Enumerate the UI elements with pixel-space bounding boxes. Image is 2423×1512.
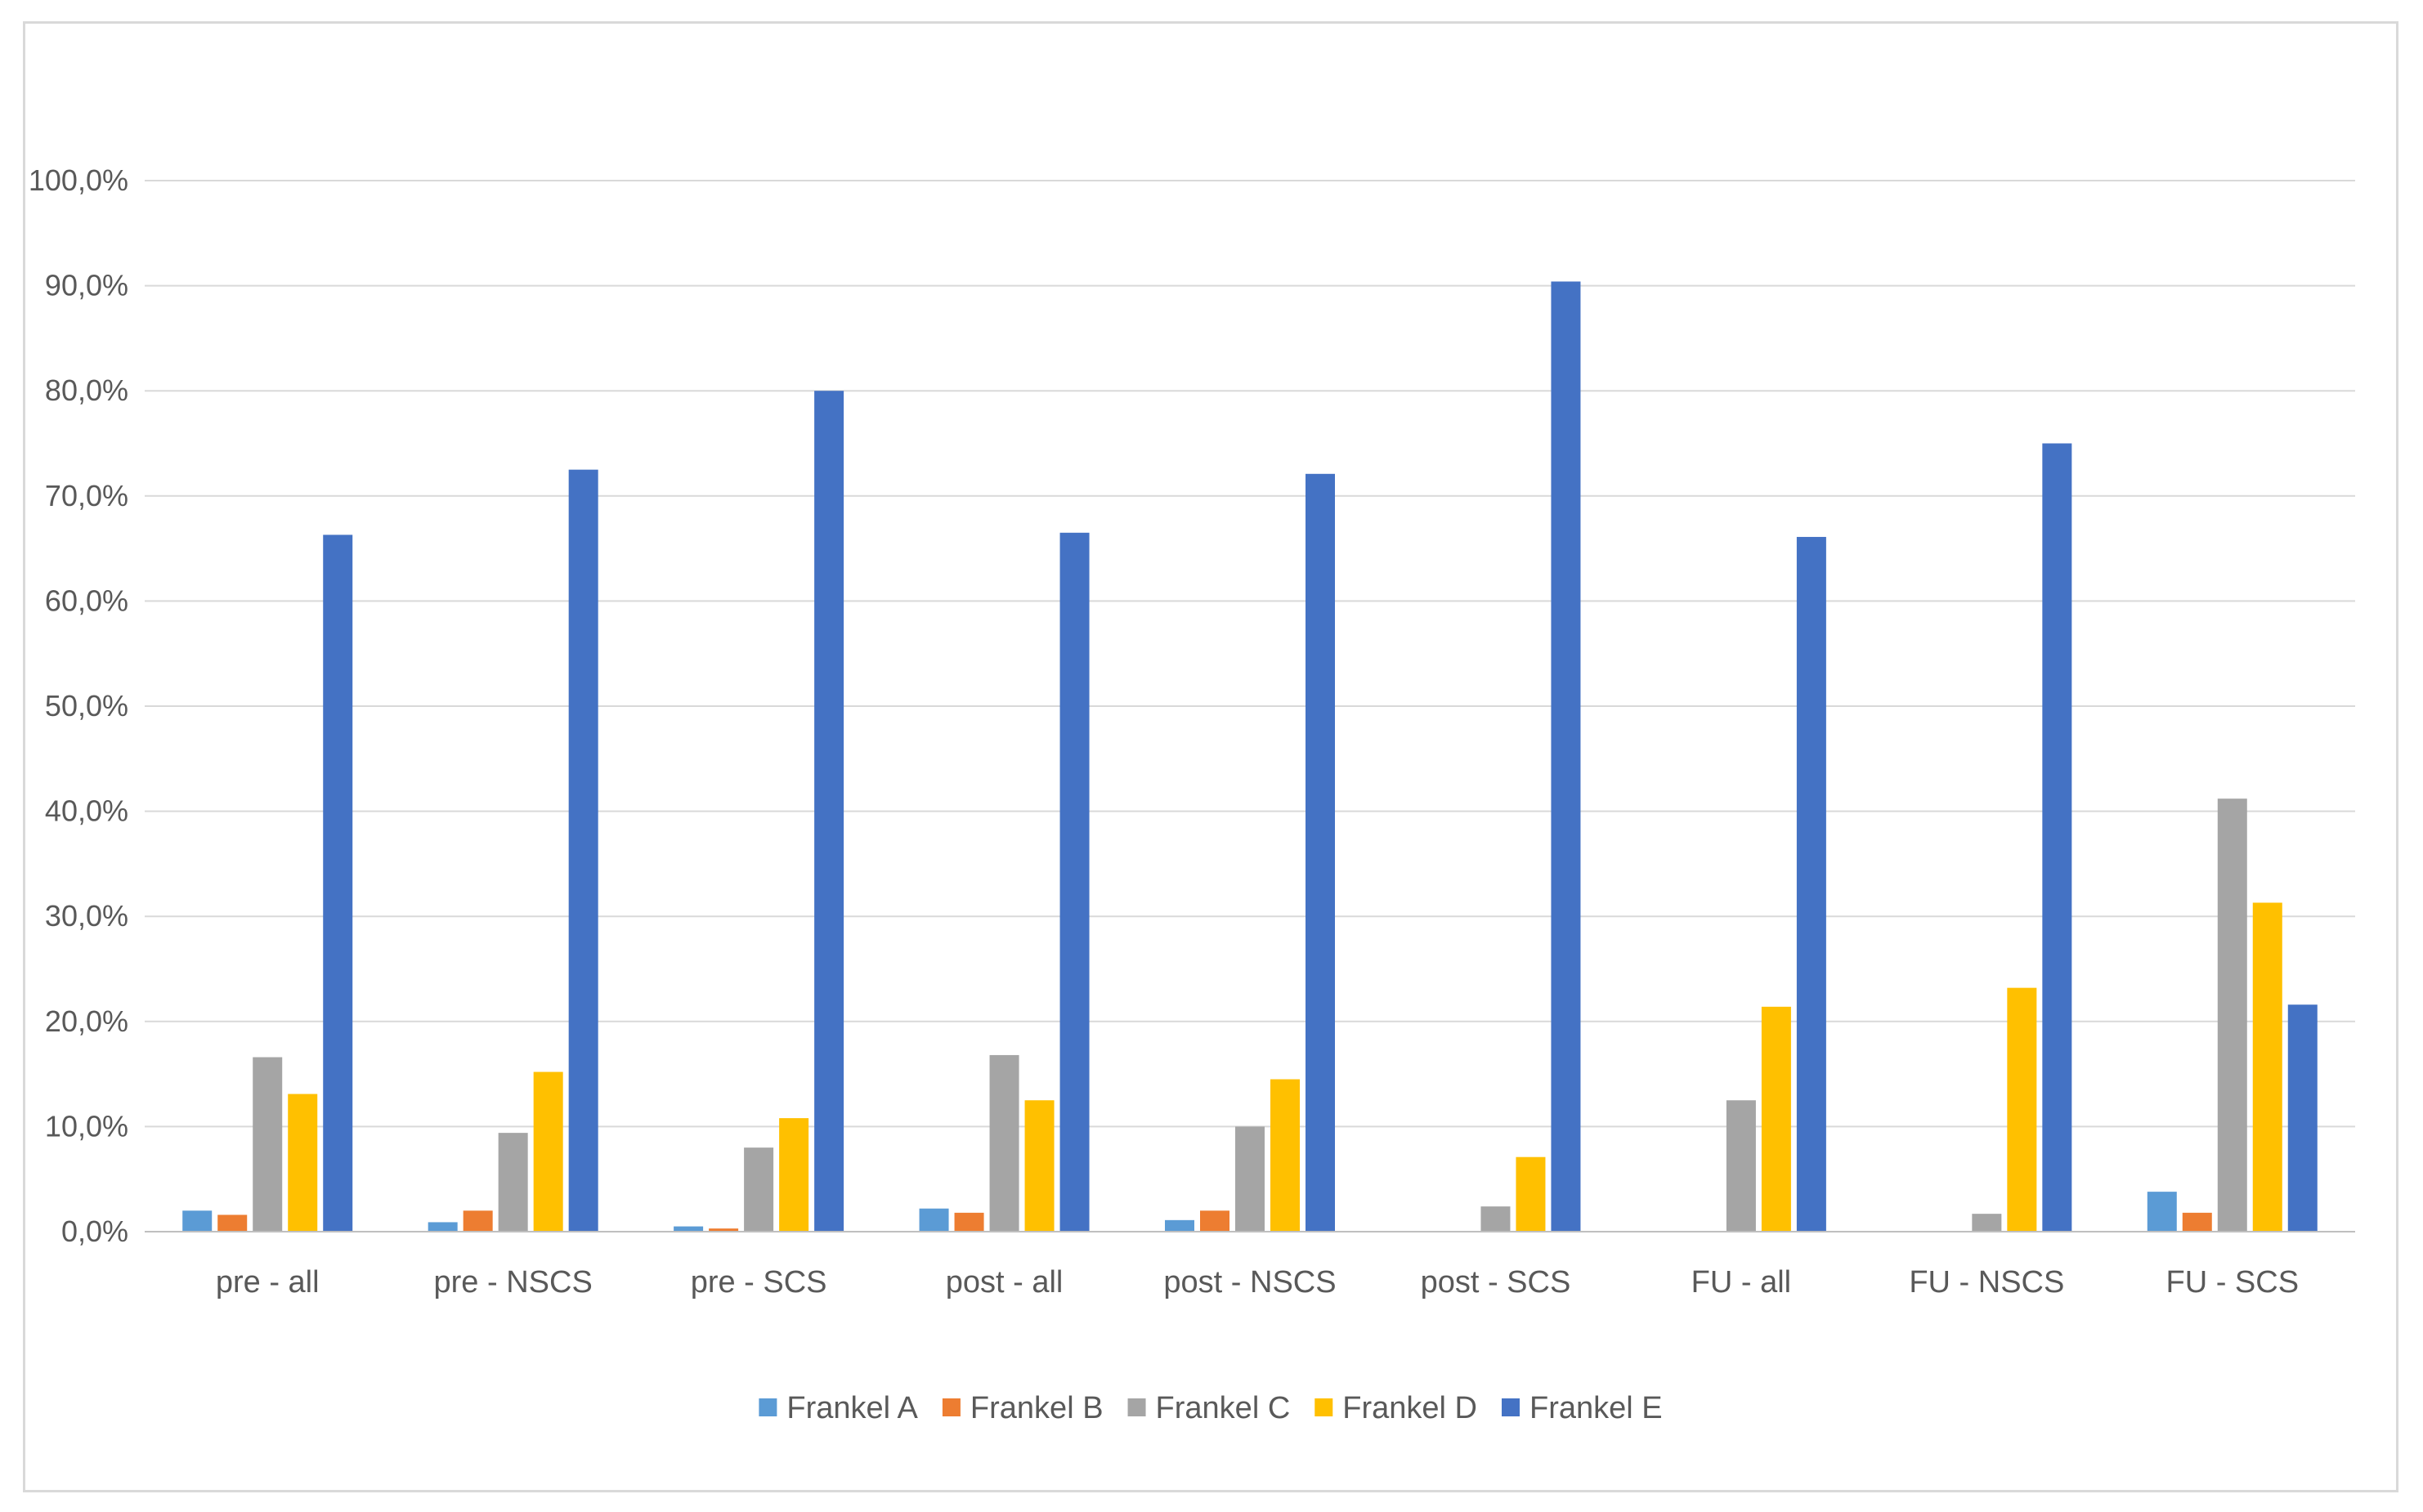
x-category-label: FU - SCS <box>2165 1265 2299 1300</box>
bar-frankel-d <box>2252 902 2282 1232</box>
bar-frankel-a <box>919 1208 949 1232</box>
y-tick-label: 20,0% <box>45 1004 128 1038</box>
chart-frame: 0,0% 10,0% 20,0% 30,0% 40,0% 50,0% 60,0% 70,0% 8… <box>23 21 2398 1492</box>
bar-frankel-a <box>182 1210 213 1232</box>
bar-frankel-d <box>1516 1156 1546 1232</box>
y-tick-label: 10,0% <box>45 1109 128 1143</box>
y-tick-label: 90,0% <box>45 269 128 302</box>
y-tick-label: 100,0% <box>29 163 128 197</box>
legend-item: Frankel B <box>970 1391 1104 1425</box>
x-category-label: FU - NSCS <box>1909 1265 2064 1300</box>
bar-frankel-c <box>989 1054 1019 1232</box>
bar-frankel-a <box>2147 1192 2177 1232</box>
legend-swatch <box>1315 1398 1333 1416</box>
x-category-label: pre - SCS <box>691 1265 827 1300</box>
bar-frankel-c <box>253 1057 283 1232</box>
y-tick-label: 70,0% <box>45 479 128 512</box>
bar-frankel-e <box>1306 473 1335 1232</box>
bar-frankel-e <box>323 535 353 1232</box>
y-axis-tick-labels: 0,0% 10,0% 20,0% 30,0% 40,0% 50,0% 60,0% 70,0% 8… <box>29 163 128 1248</box>
bar-frankel-c <box>1972 1214 2002 1232</box>
bar-frankel-c <box>744 1147 774 1232</box>
bars <box>182 281 2318 1232</box>
y-tick-label: 40,0% <box>45 794 128 828</box>
legend-item: Frankel A <box>786 1391 918 1425</box>
x-category-label: pre - all <box>216 1265 320 1300</box>
y-tick-label: 50,0% <box>45 689 128 722</box>
bar-frankel-a <box>1165 1219 1194 1232</box>
legend-item: Frankel C <box>1156 1391 1291 1425</box>
bar-frankel-b <box>217 1215 248 1232</box>
bar-frankel-b <box>1200 1210 1229 1232</box>
bar-frankel-d <box>779 1118 809 1232</box>
bar-frankel-d <box>533 1071 563 1232</box>
bar-frankel-a <box>428 1222 458 1232</box>
bar-frankel-d <box>2007 987 2037 1232</box>
legend-swatch <box>1501 1398 1520 1416</box>
bar-chart: 0,0% 10,0% 20,0% 30,0% 40,0% 50,0% 60,0% 70,0% 8… <box>29 163 2355 1425</box>
y-tick-label: 80,0% <box>45 374 128 407</box>
bar-frankel-e <box>2287 1004 2318 1232</box>
legend-item: Frankel E <box>1529 1391 1663 1425</box>
bar-frankel-e <box>568 469 598 1232</box>
bar-frankel-c <box>498 1133 528 1232</box>
bar-frankel-e <box>1059 532 1090 1232</box>
gridlines <box>145 180 2355 1128</box>
bar-frankel-e <box>1551 281 1581 1232</box>
bar-frankel-a <box>674 1226 704 1232</box>
bar-frankel-b <box>2182 1212 2212 1232</box>
x-category-label: post - SCS <box>1421 1265 1571 1300</box>
bar-frankel-d <box>1270 1079 1300 1232</box>
x-category-label: post - NSCS <box>1163 1265 1336 1300</box>
bar-frankel-b <box>463 1210 493 1232</box>
bar-frankel-b <box>709 1228 739 1232</box>
legend-item: Frankel D <box>1342 1391 1477 1425</box>
bar-frankel-e <box>1796 536 1826 1232</box>
y-tick-label: 30,0% <box>45 899 128 933</box>
bar-frankel-d <box>1761 1006 1791 1232</box>
x-category-label: FU - all <box>1691 1265 1791 1300</box>
y-tick-label: 0,0% <box>61 1215 128 1248</box>
bar-frankel-c <box>1480 1206 1511 1232</box>
legend-swatch <box>942 1398 961 1416</box>
x-category-label: post - all <box>946 1265 1064 1300</box>
bar-frankel-d <box>288 1094 318 1232</box>
bar-frankel-b <box>954 1212 984 1232</box>
legend-swatch <box>1127 1398 1146 1416</box>
y-tick-label: 60,0% <box>45 584 128 617</box>
legend-swatch <box>759 1398 777 1416</box>
legend: Frankel A Frankel B Frankel C Frankel D Fran… <box>759 1391 1663 1425</box>
bar-frankel-c <box>1235 1126 1265 1232</box>
bar-frankel-e <box>2042 443 2072 1232</box>
bar-frankel-e <box>814 391 844 1232</box>
x-axis-category-labels: pre - all pre - NSCS pre - SCS post - all po… <box>216 1265 2299 1300</box>
bar-frankel-c <box>1726 1100 1756 1232</box>
x-category-label: pre - NSCS <box>434 1265 593 1300</box>
bar-frankel-c <box>2217 798 2247 1232</box>
bar-frankel-d <box>1024 1100 1055 1232</box>
